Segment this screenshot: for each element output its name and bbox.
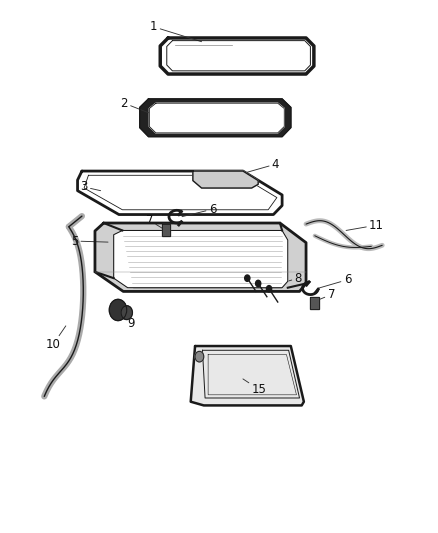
Polygon shape xyxy=(193,171,258,188)
Text: 5: 5 xyxy=(71,235,108,247)
Circle shape xyxy=(266,286,272,292)
Text: 4: 4 xyxy=(237,158,279,175)
Text: 6: 6 xyxy=(182,203,216,216)
Circle shape xyxy=(195,351,204,362)
Polygon shape xyxy=(140,99,291,136)
Text: 1: 1 xyxy=(150,20,201,42)
Text: 9: 9 xyxy=(118,316,135,330)
Circle shape xyxy=(110,300,127,320)
Text: 6: 6 xyxy=(318,273,351,288)
Polygon shape xyxy=(191,346,304,406)
Text: 3: 3 xyxy=(81,181,101,193)
Polygon shape xyxy=(78,171,282,215)
Polygon shape xyxy=(311,297,319,309)
Text: 7: 7 xyxy=(318,288,335,301)
Text: 11: 11 xyxy=(346,219,384,232)
Text: 10: 10 xyxy=(45,326,66,351)
Polygon shape xyxy=(114,230,288,288)
Polygon shape xyxy=(160,38,314,74)
Text: 7: 7 xyxy=(145,214,162,228)
Text: 2: 2 xyxy=(120,96,148,113)
Circle shape xyxy=(255,280,261,287)
Polygon shape xyxy=(95,223,306,292)
Polygon shape xyxy=(162,223,170,236)
Circle shape xyxy=(121,306,132,319)
Text: 8: 8 xyxy=(269,272,302,287)
Circle shape xyxy=(245,275,250,281)
Polygon shape xyxy=(149,103,284,133)
Text: 15: 15 xyxy=(243,379,266,396)
